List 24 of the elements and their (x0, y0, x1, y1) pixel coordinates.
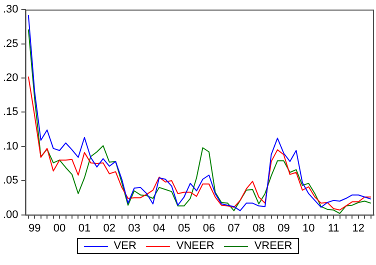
y-tick-label: .00 (2, 208, 18, 221)
x-tick-label: 05 (178, 222, 190, 234)
y-tick-label: .25 (2, 38, 18, 50)
legend-label: VER (114, 240, 136, 252)
x-tick-label: 10 (302, 222, 315, 234)
x-tick-label: 02 (103, 222, 116, 234)
x-tick-label: 06 (202, 222, 216, 234)
y-tick-label: .15 (2, 106, 18, 118)
legend-label: VNEER (176, 240, 214, 252)
y-tick-label: .05 (2, 174, 18, 187)
x-tick-label: 11 (328, 222, 340, 234)
x-tick-label: 07 (228, 222, 240, 234)
y-tick-label: .10 (2, 140, 18, 152)
x-tick-label: 03 (128, 222, 140, 234)
x-tick-label: 01 (78, 222, 91, 234)
y-tick-label: .20 (2, 72, 18, 84)
x-tick-label: 09 (278, 222, 290, 234)
x-tick-label: 00 (53, 222, 66, 234)
x-tick-label: 12 (352, 222, 365, 234)
legend-label: VREER (254, 240, 292, 252)
y-tick-label: .30 (2, 4, 18, 16)
x-tick-label: 99 (28, 222, 41, 234)
x-tick-label: 08 (252, 222, 265, 234)
x-tick-label: 04 (153, 222, 166, 234)
